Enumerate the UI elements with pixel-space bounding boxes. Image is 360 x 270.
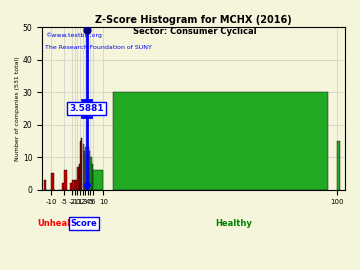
Bar	[86, 154, 88, 190]
Bar	[85, 147, 86, 190]
Bar	[113, 92, 328, 190]
Y-axis label: Number of companies (531 total): Number of companies (531 total)	[15, 56, 20, 161]
Bar	[84, 151, 85, 190]
Bar	[80, 141, 81, 190]
Title: Z-Score Histogram for MCHX (2016): Z-Score Histogram for MCHX (2016)	[95, 15, 292, 25]
Bar	[337, 141, 340, 190]
Bar	[81, 138, 82, 190]
Text: Unhealthy: Unhealthy	[37, 219, 86, 228]
Text: Score: Score	[71, 219, 97, 228]
Bar	[88, 147, 89, 190]
Bar	[72, 180, 75, 190]
Text: Sector: Consumer Cyclical: Sector: Consumer Cyclical	[132, 27, 256, 36]
Bar	[79, 164, 80, 190]
Bar	[93, 170, 103, 190]
Text: The Research Foundation of SUNY: The Research Foundation of SUNY	[45, 45, 152, 50]
Bar	[62, 183, 64, 190]
Bar	[82, 144, 84, 190]
Bar	[92, 164, 93, 190]
Bar	[69, 183, 72, 190]
Bar	[75, 180, 77, 190]
Text: ©www.textbiz.org: ©www.textbiz.org	[45, 32, 102, 38]
Bar	[77, 167, 78, 190]
Bar	[90, 157, 91, 190]
Bar	[64, 170, 67, 190]
Bar	[51, 173, 54, 190]
Bar	[44, 180, 46, 190]
Bar	[89, 151, 90, 190]
Text: Healthy: Healthy	[215, 219, 252, 228]
Text: 3.5881: 3.5881	[69, 104, 104, 113]
